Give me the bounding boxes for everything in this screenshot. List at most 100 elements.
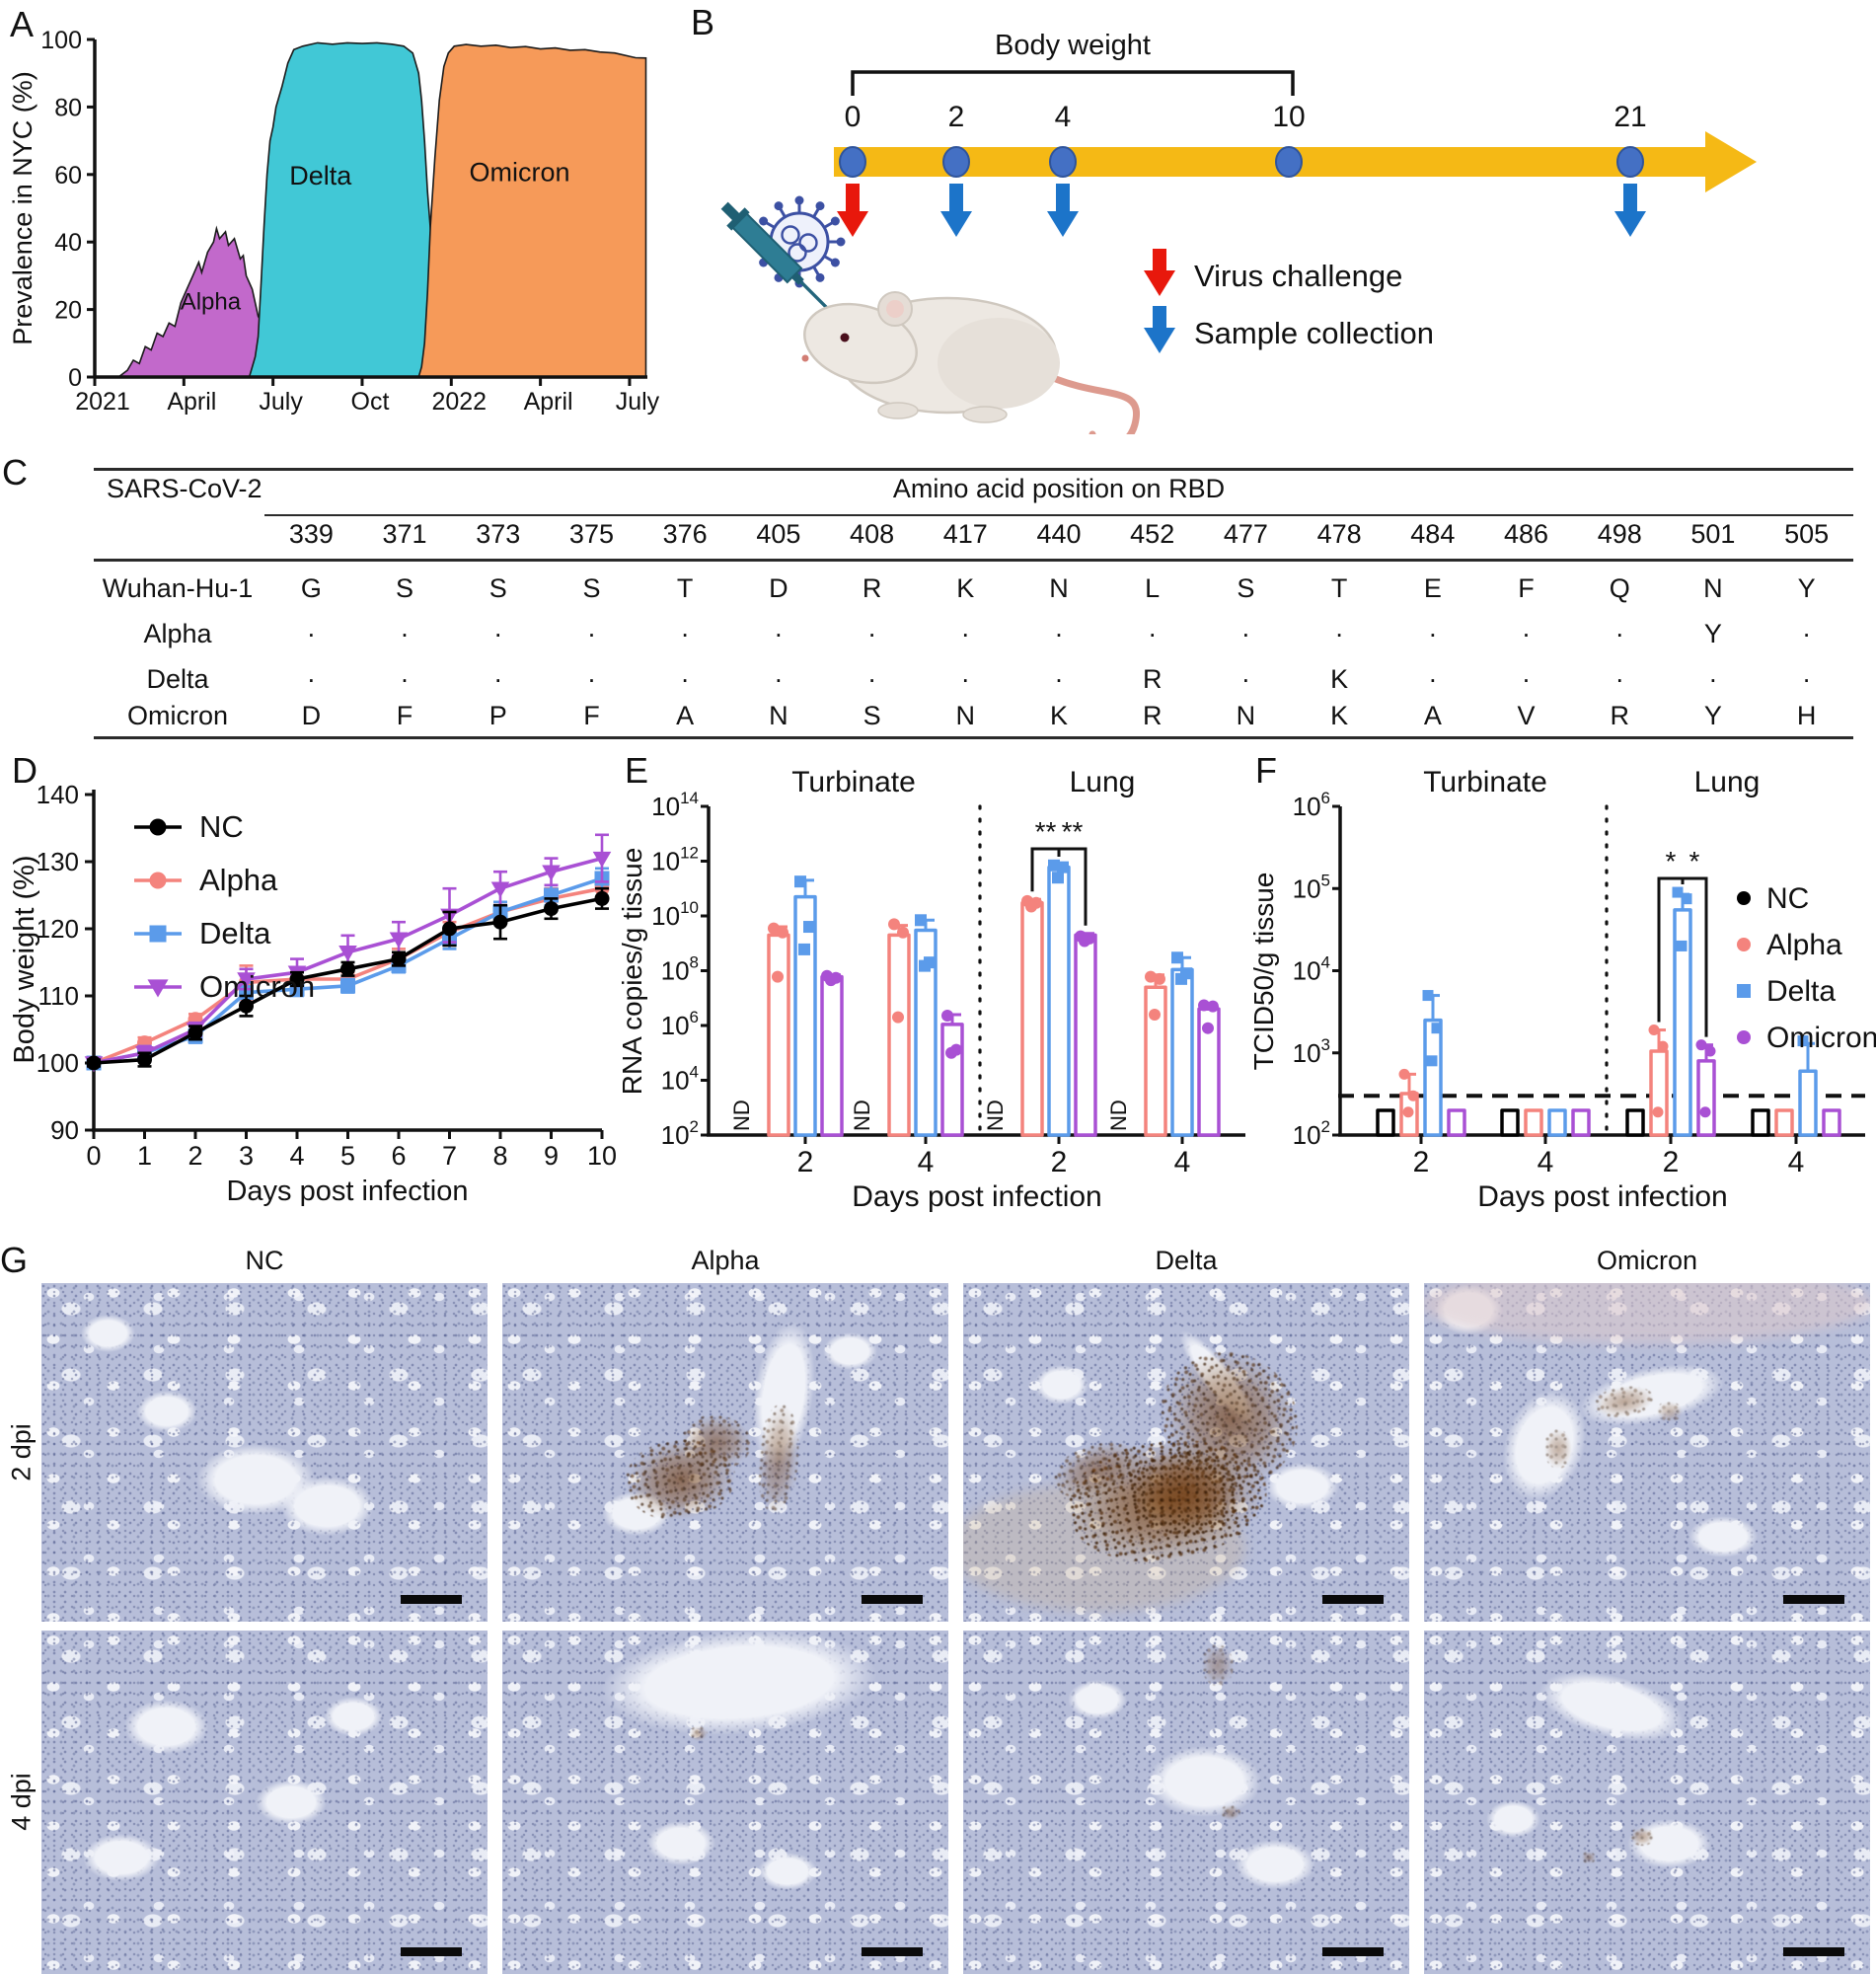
- bar-delta-turbinate-d4: [914, 928, 938, 1137]
- table-cell: Q: [1609, 573, 1630, 603]
- timeline-day-label: 2: [948, 101, 965, 133]
- bar-nc-turbinate-d2: [1376, 1108, 1395, 1137]
- x-tick-label: 4: [1174, 1146, 1191, 1178]
- tissue-tint: [1424, 1283, 1870, 1343]
- x-tick-label: 2: [188, 1141, 202, 1171]
- table-cell: R: [1142, 701, 1163, 730]
- table-cell: E: [1423, 573, 1442, 603]
- y-tick-label: 103: [1293, 1035, 1330, 1068]
- histology-column-label-omicron: Omicron: [1596, 1246, 1697, 1275]
- mouse-haunch: [938, 318, 1060, 409]
- panel-label-c: C: [2, 452, 28, 493]
- sample-collection-arrow-icon: [1047, 184, 1079, 237]
- section-title-lung: Lung: [1070, 766, 1136, 798]
- legend-marker-delta: [149, 925, 167, 943]
- x-tick-label: 9: [544, 1141, 559, 1171]
- timeline-dot-day-10: [1275, 146, 1303, 178]
- legend-marker-nc: [149, 818, 167, 836]
- table-cell: R: [1142, 664, 1163, 694]
- data-point-circle: [772, 970, 784, 983]
- table-position-header: 505: [1784, 519, 1830, 549]
- data-point-circle: [86, 1055, 102, 1071]
- airway-region: [1688, 1516, 1758, 1558]
- x-tick-label: 2022: [431, 388, 487, 415]
- table-bottom-rule: [94, 736, 1853, 739]
- legend-label-alpha: Alpha: [1766, 929, 1842, 961]
- legend-marker-omicron: [147, 979, 169, 998]
- legend-sample-collection-label: Sample collection: [1194, 316, 1434, 350]
- data-point-circle: [391, 951, 407, 967]
- airway-region: [1067, 1679, 1127, 1719]
- bar-nc-lung-d2: [1625, 1108, 1645, 1137]
- timeline-day-label: 4: [1055, 101, 1072, 133]
- table-position-header: 486: [1503, 519, 1549, 549]
- table-cell: ·: [493, 619, 503, 648]
- table-header-amino-acid-span: Amino acid position on RBD: [892, 474, 1226, 503]
- table-position-header: 339: [288, 519, 334, 549]
- table-position-header: 417: [942, 519, 988, 549]
- data-point-circle: [594, 890, 610, 906]
- y-tick-label: 102: [1293, 1117, 1330, 1150]
- svg-circle: [759, 216, 769, 226]
- table-cell: S: [582, 573, 601, 603]
- airway-region: [124, 1699, 209, 1754]
- legend-marker-nc: [1737, 891, 1751, 905]
- table-cell: ·: [1428, 664, 1438, 694]
- airway-region: [135, 1391, 197, 1433]
- sample-collection-arrow-icon: [1614, 184, 1646, 237]
- legend-label-alpha: Alpha: [199, 863, 278, 897]
- data-point-square: [1797, 1035, 1809, 1047]
- y-axis-title: Body weight (%): [10, 855, 40, 1063]
- data-point-square: [1426, 1055, 1438, 1067]
- x-tick-label: 2: [1663, 1146, 1680, 1178]
- nd-label: ND: [729, 1100, 754, 1131]
- table-row-name-delta: Delta: [146, 664, 209, 694]
- svg-circle: [830, 258, 840, 267]
- section-title-turbinate: Turbinate: [1423, 766, 1547, 798]
- bar-omicron-lung-d4: [1822, 1108, 1841, 1137]
- airway-region: [823, 1331, 878, 1370]
- data-point-circle: [1025, 900, 1037, 913]
- significance-bracket: [1681, 876, 1708, 1037]
- table-cell: V: [1517, 701, 1536, 730]
- x-tick-label: 4: [1538, 1146, 1554, 1178]
- data-point-square: [1175, 972, 1187, 985]
- svg-rect: [791, 272, 804, 285]
- section-title-lung: Lung: [1694, 766, 1761, 798]
- scale-bar: [1322, 1947, 1384, 1956]
- significance-label: *: [1689, 846, 1700, 876]
- data-point-circle: [897, 926, 909, 939]
- series-label-alpha: Alpha: [181, 289, 242, 316]
- table-cell: N: [955, 701, 976, 730]
- legend-label-nc: NC: [199, 809, 244, 844]
- legend-virus-challenge-arrow-icon: [1144, 249, 1175, 296]
- legend-label-omicron: Omicron: [1766, 1022, 1876, 1054]
- y-tick-label: 100: [37, 1048, 79, 1078]
- table-cell: ·: [1802, 619, 1812, 648]
- panel-label-f: F: [1255, 750, 1277, 791]
- y-axis-title: TCID50/g tissue: [1253, 873, 1279, 1071]
- y-tick-label: 104: [661, 1063, 699, 1096]
- data-point-circle: [777, 926, 788, 939]
- data-point-circle: [941, 1009, 953, 1022]
- x-tick-label: 5: [340, 1141, 355, 1171]
- data-point-square: [1681, 893, 1692, 905]
- table-cell: ·: [680, 664, 690, 694]
- bar-omicron-turbinate-d2: [1447, 1108, 1466, 1137]
- table-cell: D: [301, 701, 322, 730]
- table-cell: ·: [493, 664, 503, 694]
- virus-challenge-arrow-icon: [837, 184, 868, 237]
- y-tick-label: 104: [1293, 953, 1330, 986]
- table-position-header: 376: [662, 519, 708, 549]
- legend-label-omicron: Omicron: [199, 969, 315, 1004]
- data-point-circle: [492, 914, 508, 930]
- y-tick-label: 1010: [651, 898, 699, 931]
- x-tick-label: 10: [587, 1141, 617, 1171]
- table-cell: D: [769, 573, 788, 603]
- data-point-square: [803, 921, 815, 934]
- data-point-circle: [289, 971, 305, 987]
- legend-label-delta: Delta: [1766, 975, 1836, 1008]
- data-point-triangle: [237, 972, 256, 989]
- x-tick-label: 2: [1413, 1146, 1430, 1178]
